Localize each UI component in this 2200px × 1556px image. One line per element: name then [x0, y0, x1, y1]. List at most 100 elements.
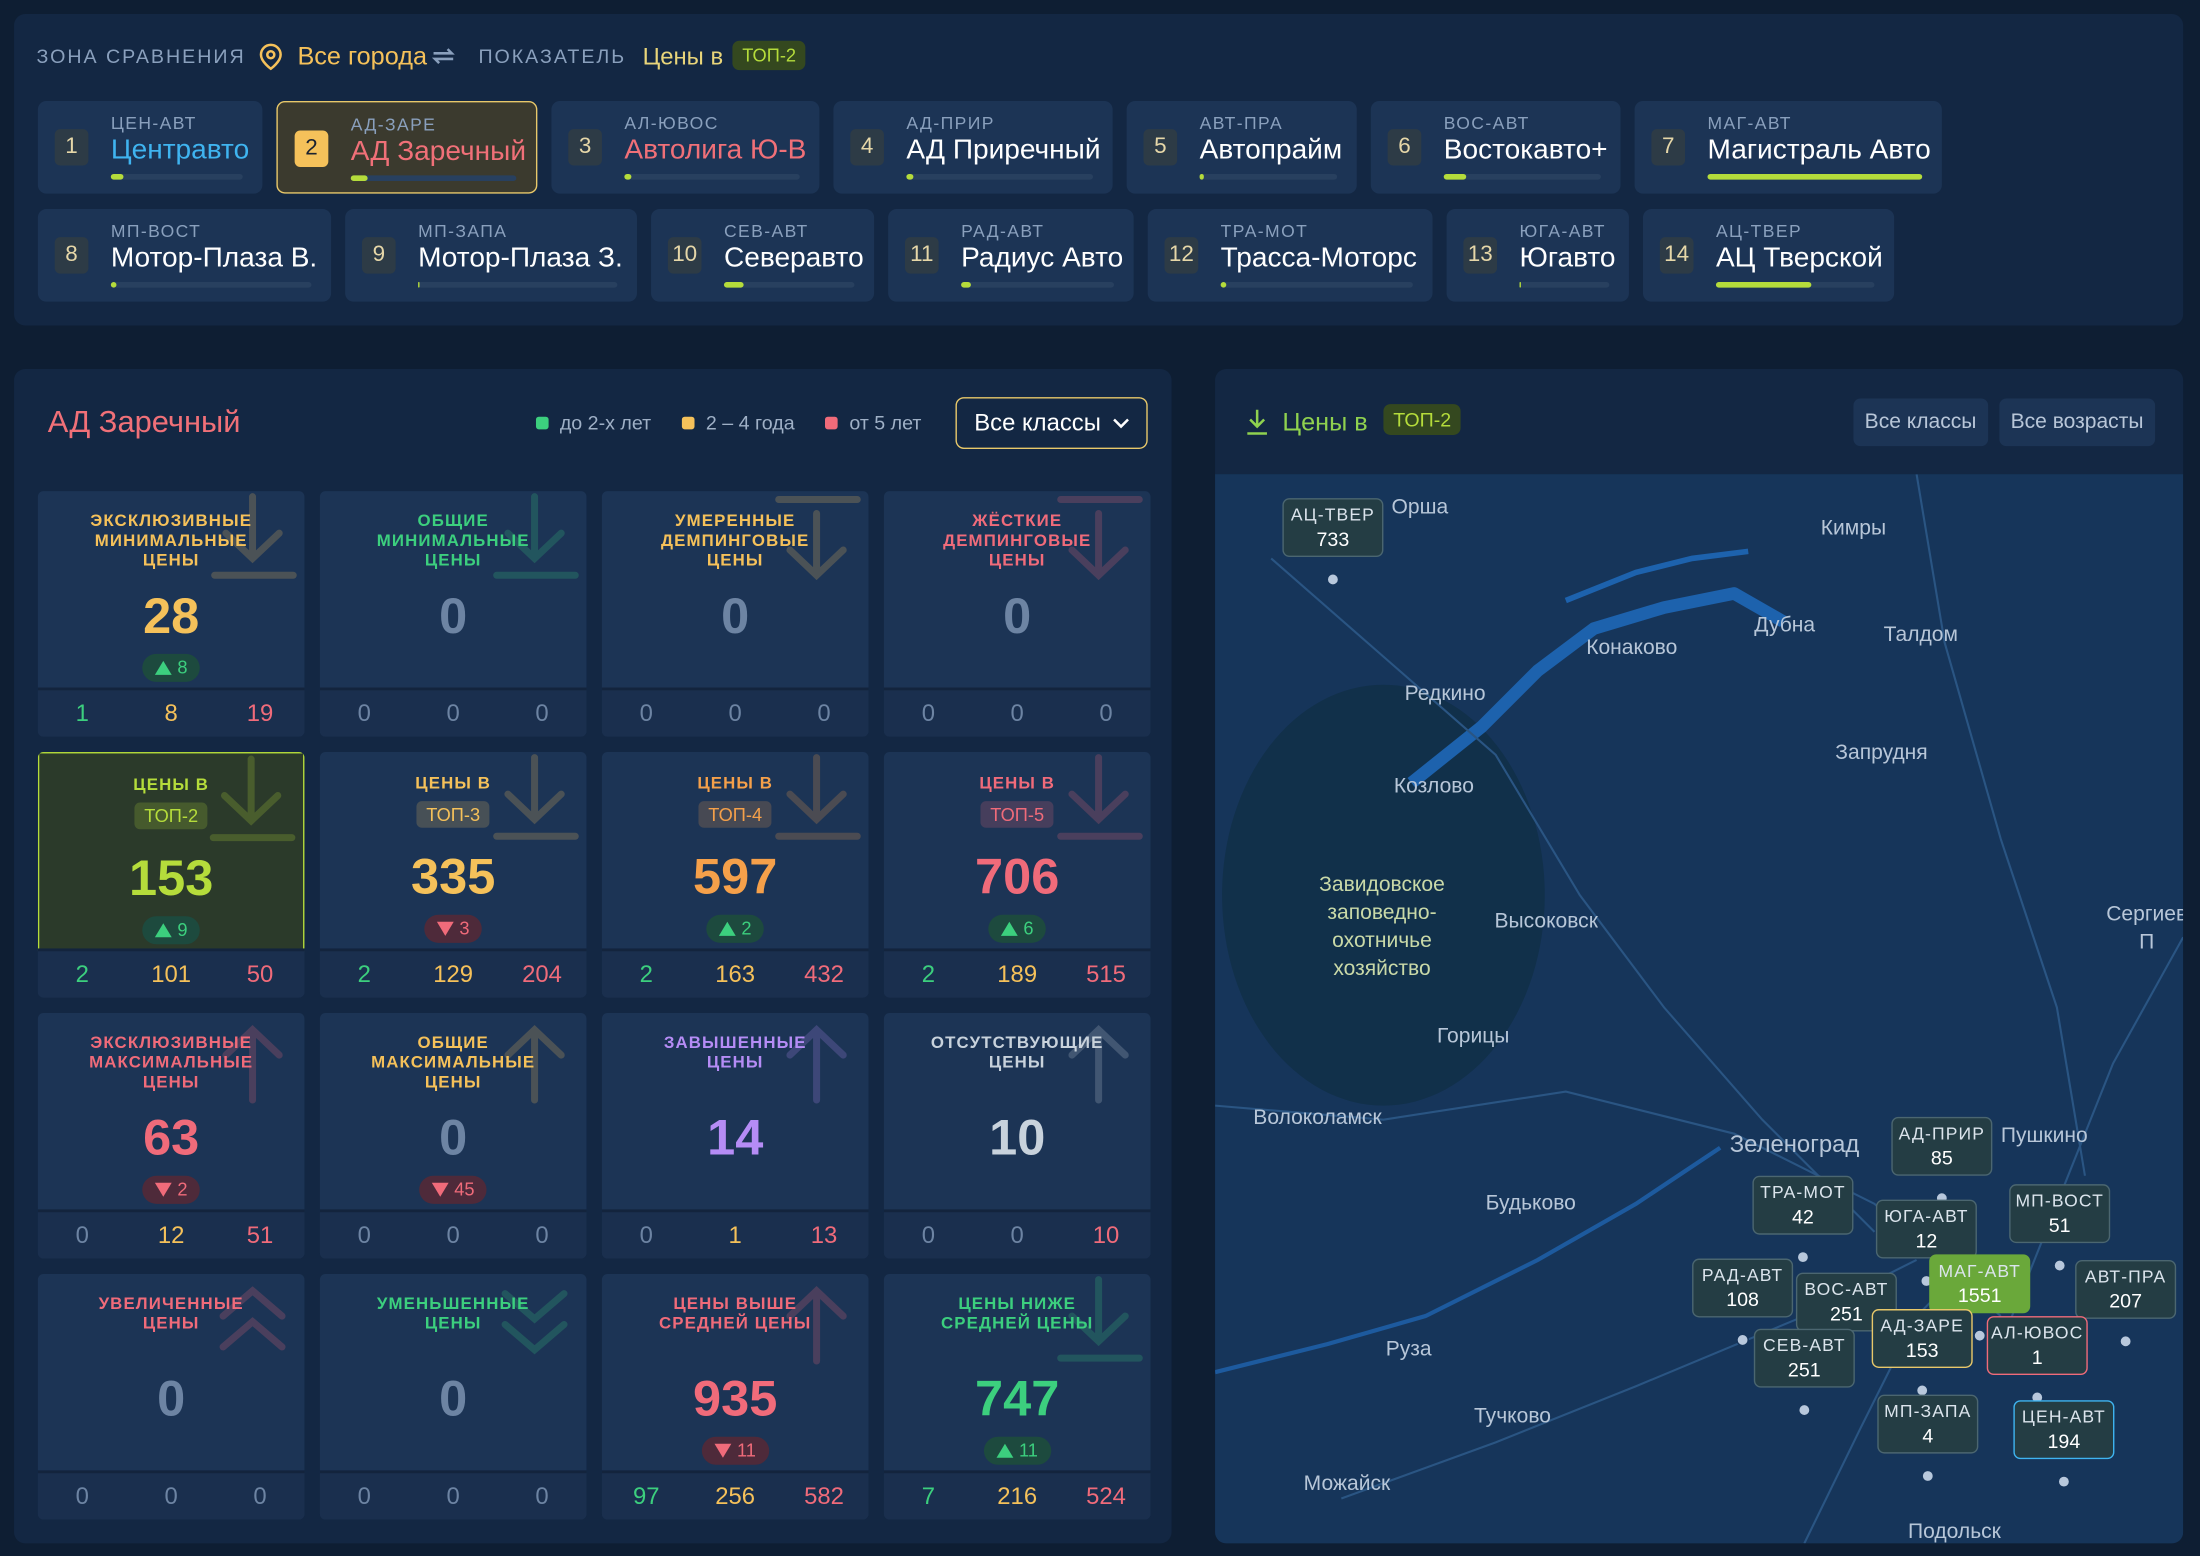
pin-value: 51	[2048, 1213, 2071, 1237]
pin-code: ТРА-МОТ	[1760, 1182, 1846, 1203]
metric-tile[interactable]: ОБЩИЕ МИНИМАЛЬНЫЕ ЦЕНЫ 0 0 0 0	[319, 491, 587, 737]
comparison-panel: ЗОНА СРАВНЕНИЯ Все города ПОКАЗАТЕЛЬ Цен…	[14, 14, 2184, 326]
breakdown-value: 0	[164, 1482, 178, 1509]
map-pin[interactable]: АВТ-ПРА 207	[2075, 1259, 2177, 1319]
pin-dot	[2053, 1259, 2067, 1272]
metric-tile[interactable]: ЗАВЫШЕННЫЕ ЦЕНЫ 14 0 1 13	[601, 1013, 869, 1259]
pin-code: АВТ-ПРА	[2084, 1266, 2167, 1287]
metric-tile[interactable]: ЦЕНЫ НИЖЕ СРЕДНЕЙ ЦЕНЫ 747 11 7 216 524	[883, 1273, 1151, 1520]
dealer-card[interactable]: 12 ТРА-МОТ Трасса-Моторс	[1147, 209, 1433, 302]
dealer-card[interactable]: 9 МП-ЗАПА Мотор-Плаза З.	[345, 209, 637, 302]
dealer-card[interactable]: 11 РАД-АВТ Радиус Авто	[888, 209, 1134, 302]
map-pin[interactable]: ТРА-МОТ 42	[1752, 1175, 1854, 1235]
metric-tile[interactable]: ОБЩИЕ МАКСИМАЛЬНЫЕ ЦЕНЫ 0 45 0 0 0	[319, 1013, 587, 1259]
progress-bar	[723, 282, 744, 288]
breakdown-value: 2	[357, 960, 371, 988]
download-icon[interactable]	[1243, 407, 1271, 438]
metric-tile[interactable]: УВЕЛИЧЕННЫЕ ЦЕНЫ 0 0 0 0	[37, 1273, 305, 1520]
map-pin[interactable]: ЦЕН-АВТ 194	[2013, 1400, 2115, 1460]
dealer-card[interactable]: 8 МП-ВОСТ Мотор-Плаза В.	[37, 209, 332, 302]
dealer-card[interactable]: 3 АЛ-ЮВОС Автолига Ю-В	[551, 101, 820, 194]
breakdown-value: 0	[357, 1482, 371, 1509]
dealer-card[interactable]: 4 АД-ПРИР АД Приречный	[833, 101, 1113, 194]
dealer-rank: 7	[1651, 129, 1686, 166]
dealer-card[interactable]: 5 АВТ-ПРА Автопрайм	[1126, 101, 1357, 194]
pin-code: ЮГА-АВТ	[1884, 1206, 1969, 1227]
tile-breakdown: 2 101 50	[37, 948, 305, 998]
dealer-card[interactable]: 1 ЦЕН-АВТ Центравто	[37, 101, 263, 194]
arrow	[775, 754, 861, 840]
dealer-card[interactable]: 2 АД-ЗАРЕ АД Заречный	[276, 101, 538, 194]
dealer-card[interactable]: 14 АЦ-ТВЕР АЦ Тверской	[1642, 209, 1895, 302]
tile-delta: 9	[142, 916, 201, 945]
tile-main: ЦЕНЫ НИЖЕ СРЕДНЕЙ ЦЕНЫ 747 11	[884, 1274, 1151, 1473]
age-filter[interactable]: Все возрасты	[1999, 398, 2155, 447]
map-pin[interactable]: АД-ЗАРЕ 153	[1871, 1309, 1973, 1368]
metric-tile[interactable]: ЦЕНЫ В ТОП-3 335 3 2 129 204	[319, 752, 587, 998]
map-pin[interactable]: АЛ-ЮВОС 1	[1986, 1316, 2088, 1375]
metric-tile[interactable]: УМЕНЬШЕННЫЕ ЦЕНЫ 0 0 0 0	[319, 1273, 587, 1520]
progress-track	[624, 173, 800, 180]
delta-value: 2	[741, 917, 752, 939]
breakdown-value: 0	[446, 1482, 460, 1509]
breakdown-value: 0	[446, 1221, 460, 1249]
dealer-card[interactable]: 13 ЮГА-АВТ Югавто	[1446, 209, 1629, 302]
metric-tile[interactable]: ЦЕНЫ ВЫШЕ СРЕДНЕЙ ЦЕНЫ 935 11 97 256 582	[601, 1273, 869, 1520]
map-pin[interactable]: ЮГА-АВТ 12	[1875, 1199, 1977, 1259]
tile-icon	[786, 1025, 847, 1104]
class-filter[interactable]: Все классы	[1853, 398, 1988, 447]
pin-code: АЦ-ТВЕР	[1290, 505, 1375, 525]
metric-tile[interactable]: ЦЕНЫ В ТОП-2 153 9 2 101 50	[37, 752, 305, 998]
dealer-code: ТРА-МОТ	[1220, 221, 1309, 242]
metric-tile[interactable]: УМЕРЕННЫЕ ДЕМПИНГОВЫЕ ЦЕНЫ 0 0 0 0	[601, 491, 869, 737]
city-select[interactable]: Все города	[297, 42, 428, 71]
breakdown-value: 97	[633, 1482, 660, 1509]
class-dropdown[interactable]: Все классы	[955, 397, 1148, 449]
map-pin[interactable]: РАД-АВТ 108	[1692, 1258, 1794, 1318]
dealer-card[interactable]: 6 ВОС-АВТ Востокавто+	[1370, 101, 1621, 194]
tile-delta: 2	[142, 1175, 201, 1204]
metric-tile[interactable]: ЭКСКЛЮЗИВНЫЕ МИНИМАЛЬНЫЕ ЦЕНЫ 28 8 1 8 19	[37, 491, 305, 737]
breakdown-value: 1	[728, 1221, 742, 1249]
map-pin[interactable]: МП-ЗАПА 4	[1877, 1394, 1979, 1454]
delta-value: 45	[454, 1178, 475, 1200]
metric-tile[interactable]: ЖЁСТКИЕ ДЕМПИНГОВЫЕ ЦЕНЫ 0 0 0 0	[883, 491, 1151, 737]
dealer-card[interactable]: 7 МАГ-АВТ Магистраль Авто	[1634, 101, 1942, 194]
arrow	[493, 493, 579, 579]
swap-icon[interactable]	[428, 41, 459, 72]
tile-label: ЦЕНЫ В	[697, 773, 774, 793]
tile-main: ЦЕНЫ В ТОП-2 153 9	[37, 752, 305, 952]
tile-breakdown: 2 163 432	[601, 948, 869, 998]
metric-tile[interactable]: ЭКСКЛЮЗИВНЫЕ МАКСИМАЛЬНЫЕ ЦЕНЫ 63 2 0 12 51	[37, 1013, 305, 1259]
map-pin[interactable]: МП-ВОСТ 51	[2009, 1184, 2111, 1244]
pin-code: МАГ-АВТ	[1938, 1261, 2021, 1281]
tile-delta: 6	[988, 914, 1047, 943]
legend: до 2-х лет 2 – 4 года от 5 лет	[535, 411, 921, 434]
map-pin[interactable]: АД-ПРИР 85	[1891, 1116, 1993, 1176]
place-label: Козлово	[1393, 774, 1474, 799]
tile-label: ЗАВЫШЕННЫЕ ЦЕНЫ	[663, 1032, 807, 1072]
metric-tile[interactable]: ЦЕНЫ В ТОП-5 706 6 2 189 515	[883, 752, 1151, 998]
breakdown-value: 0	[357, 1221, 371, 1249]
metric-tile[interactable]: ЦЕНЫ В ТОП-4 597 2 2 163 432	[601, 752, 869, 998]
place-label: Дубна	[1754, 613, 1816, 637]
breakdown-value: 0	[728, 699, 742, 727]
metric-tile[interactable]: ОТСУТСТВУЮЩИЕ ЦЕНЫ 10 0 0 10	[883, 1013, 1151, 1259]
map-pin[interactable]: СЕВ-АВТ 251	[1753, 1328, 1855, 1388]
breakdown-value: 1	[75, 699, 89, 727]
tile-label: ЦЕНЫ В	[979, 773, 1056, 793]
tile-value: 0	[157, 1369, 186, 1427]
pin-value: 4	[1922, 1424, 1934, 1447]
tile-breakdown: 0 0 0	[37, 1470, 305, 1520]
map-pin[interactable]: МАГ-АВТ 1551	[1929, 1254, 2031, 1314]
place-label: Завидовское заповедно- охотничье хозяйст…	[1319, 872, 1445, 981]
map-pin[interactable]: АЦ-ТВЕР 733	[1282, 498, 1384, 558]
progress-bar	[906, 173, 914, 180]
pin-value: 153	[1905, 1338, 1939, 1361]
dealer-card[interactable]: 10 СЕВ-АВТ Северавто	[651, 209, 875, 302]
pin-dot	[1736, 1333, 1749, 1347]
tile-breakdown: 0 0 10	[883, 1209, 1151, 1259]
progress-bar	[110, 282, 117, 288]
breakdown-value: 0	[921, 699, 935, 727]
river	[1215, 1145, 1722, 1375]
